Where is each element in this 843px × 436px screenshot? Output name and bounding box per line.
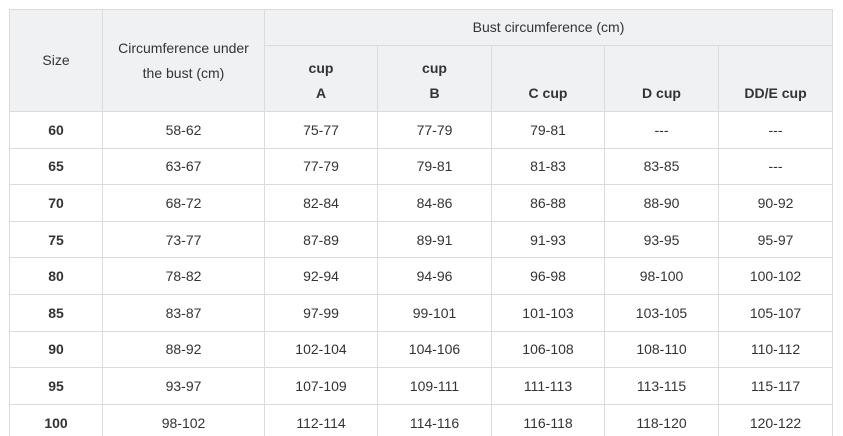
table-cell: 78-82	[102, 257, 265, 295]
size-cell: 75	[9, 220, 103, 259]
table-cell: 100-102	[717, 257, 834, 295]
cup-header: cup B	[377, 45, 492, 112]
table-cell: 99-101	[377, 293, 492, 332]
table-cell: 108-110	[604, 330, 719, 369]
table-cell: 96-98	[491, 257, 605, 295]
table-cell: 79-81	[377, 147, 492, 186]
size-cell: 95	[9, 367, 103, 405]
table-row: 80 78-82 92-94 94-96 96-98 98-100 100-102	[9, 257, 834, 295]
table-row: 65 63-67 77-79 79-81 81-83 83-85 ---	[9, 147, 834, 186]
table-cell: 97-99	[264, 293, 378, 332]
table-cell: 112-114	[264, 403, 378, 436]
table-cell: 104-106	[377, 330, 492, 369]
table-cell: 93-97	[102, 367, 265, 405]
table-cell: 73-77	[102, 220, 265, 259]
table-cell: 109-111	[377, 367, 492, 405]
table-cell: 90-92	[717, 184, 834, 222]
table-cell: 88-92	[102, 330, 265, 369]
table-cell: 68-72	[102, 184, 265, 222]
table-row: 100 98-102 112-114 114-116 116-118 118-120 120…	[9, 403, 834, 436]
table-cell: 84-86	[377, 184, 492, 222]
table-cell: 91-93	[491, 220, 605, 259]
table-cell: 82-84	[264, 184, 378, 222]
table-cell: 58-62	[102, 111, 265, 149]
table-cell: 101-103	[491, 293, 605, 332]
cup-header: cup A	[264, 45, 378, 112]
table-cell: 113-115	[604, 367, 719, 405]
table-row: 75 73-77 87-89 89-91 91-93 93-95 95-97	[9, 220, 834, 259]
group-header: Bust circumference (cm)	[263, 9, 834, 46]
table-cell: 120-122	[717, 403, 834, 436]
table-row: 70 68-72 82-84 84-86 86-88 88-90 90-92	[9, 184, 834, 222]
size-cell: 90	[9, 330, 103, 369]
table-cell: 107-109	[264, 367, 378, 405]
table-row: 90 88-92 102-104 104-106 106-108 108-110 110-1…	[9, 330, 834, 369]
cup-header: DD/E cup	[717, 45, 834, 112]
table-cell: ---	[604, 111, 719, 149]
table-cell: 93-95	[604, 220, 719, 259]
table-cell: 88-90	[604, 184, 719, 222]
table-cell: 98-100	[604, 257, 719, 295]
table-cell: 75-77	[264, 111, 378, 149]
table-cell: 103-105	[604, 293, 719, 332]
table-cell: 115-117	[717, 367, 834, 405]
table-cell: 94-96	[377, 257, 492, 295]
size-cell: 60	[9, 111, 103, 149]
table-cell: 77-79	[377, 111, 492, 149]
size-cell: 100	[9, 403, 103, 436]
table-cell: 105-107	[717, 293, 834, 332]
cup-header: D cup	[604, 45, 719, 112]
size-cell: 65	[9, 147, 103, 186]
size-cell: 85	[9, 293, 103, 332]
table-cell: 63-67	[102, 147, 265, 186]
table-cell: 106-108	[491, 330, 605, 369]
table-cell: 79-81	[491, 111, 605, 149]
table-cell: 118-120	[604, 403, 719, 436]
table-cell: 110-112	[717, 330, 834, 369]
table-cell: 81-83	[491, 147, 605, 186]
table-cell: 102-104	[264, 330, 378, 369]
table-cell: 83-87	[102, 293, 265, 332]
table-cell: 92-94	[264, 257, 378, 295]
table-cell: 87-89	[264, 220, 378, 259]
size-cell: 70	[9, 184, 103, 222]
table-row: 60 58-62 75-77 77-79 79-81 --- ---	[9, 111, 834, 149]
table-row: 95 93-97 107-109 109-111 111-113 113-115 115-1…	[9, 367, 834, 405]
table-cell: 114-116	[377, 403, 492, 436]
table-row: 85 83-87 97-99 99-101 101-103 103-105 105-107	[9, 293, 834, 332]
size-table: Size Circumference under the bust (cm) B…	[9, 9, 834, 436]
table-cell: 98-102	[102, 403, 265, 436]
header-cell: Circumference under the bust (cm)	[102, 9, 265, 112]
table-cell: 83-85	[604, 147, 719, 186]
size-cell: 80	[9, 257, 103, 295]
header-cell: Size	[9, 9, 103, 112]
table-cell: ---	[717, 111, 834, 149]
cup-header: C cup	[491, 45, 605, 112]
table-cell: 77-79	[264, 147, 378, 186]
table-cell: ---	[717, 147, 834, 186]
table-cell: 116-118	[491, 403, 605, 436]
table-cell: 89-91	[377, 220, 492, 259]
table-cell: 86-88	[491, 184, 605, 222]
table-cell: 95-97	[717, 220, 834, 259]
table-cell: 111-113	[491, 367, 605, 405]
